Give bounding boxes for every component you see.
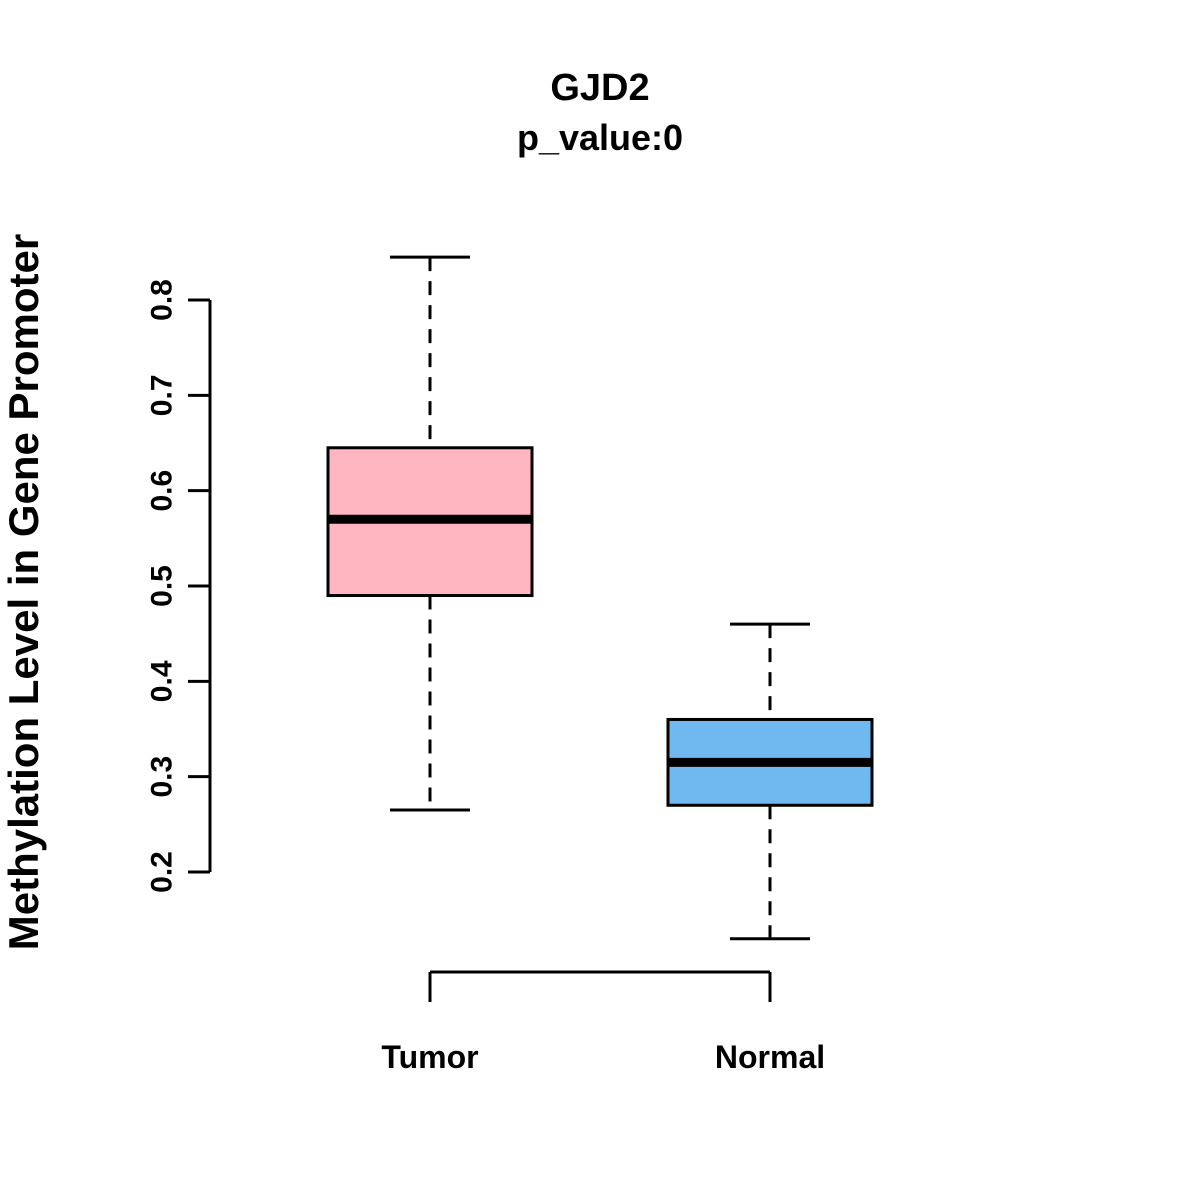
category-label-tumor: Tumor [381, 1039, 478, 1075]
chart-subtitle: p_value:0 [517, 117, 683, 158]
y-axis-label: Methylation Level in Gene Promoter [0, 234, 47, 950]
y-tick-label: 0.5 [146, 565, 179, 607]
y-tick-label: 0.7 [146, 374, 179, 416]
y-axis: 0.2 0.3 0.4 0.5 0.6 0.7 0.8 [146, 279, 212, 893]
chart-title: GJD2 [550, 67, 649, 109]
x-axis [428, 970, 772, 1002]
y-tick-label: 0.2 [146, 851, 179, 893]
category-label-normal: Normal [715, 1039, 825, 1075]
y-tick-label: 0.6 [146, 470, 179, 512]
boxplots [326, 255, 874, 941]
y-tick-label: 0.8 [146, 279, 179, 321]
y-tick-label: 0.3 [146, 756, 179, 798]
y-tick-label: 0.4 [146, 660, 179, 702]
